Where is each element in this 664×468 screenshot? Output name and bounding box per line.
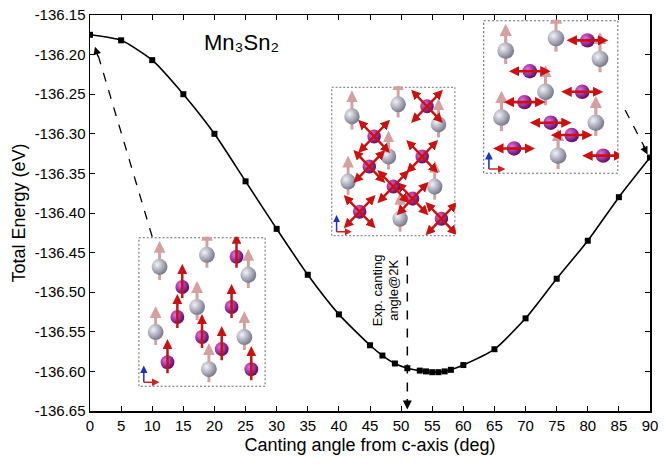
svg-text:Canting angle from c-axis (deg: Canting angle from c-axis (deg) <box>244 435 495 455</box>
svg-text:Total Energy (eV): Total Energy (eV) <box>9 143 29 282</box>
svg-text:65: 65 <box>486 417 503 434</box>
svg-text:0: 0 <box>86 417 94 434</box>
svg-text:Mn₃Sn₂: Mn₃Sn₂ <box>204 30 279 55</box>
svg-text:40: 40 <box>331 417 348 434</box>
svg-text:90: 90 <box>642 417 659 434</box>
svg-text:35: 35 <box>299 417 316 434</box>
svg-text:-136.55: -136.55 <box>35 323 86 340</box>
svg-text:75: 75 <box>548 417 565 434</box>
svg-text:50: 50 <box>393 417 410 434</box>
svg-text:-136.60: -136.60 <box>35 363 86 380</box>
svg-text:5: 5 <box>117 417 125 434</box>
svg-text:Exp. cantingangle@2K: Exp. cantingangle@2K <box>370 255 402 327</box>
svg-text:-136.40: -136.40 <box>35 204 86 221</box>
svg-text:-136.35: -136.35 <box>35 165 86 182</box>
svg-text:-136.45: -136.45 <box>35 244 86 261</box>
svg-text:20: 20 <box>206 417 223 434</box>
svg-text:25: 25 <box>237 417 254 434</box>
svg-text:-136.30: -136.30 <box>35 125 86 142</box>
svg-text:30: 30 <box>268 417 285 434</box>
svg-text:-136.25: -136.25 <box>35 85 86 102</box>
svg-text:15: 15 <box>175 417 192 434</box>
svg-text:60: 60 <box>455 417 472 434</box>
svg-text:10: 10 <box>144 417 161 434</box>
svg-text:45: 45 <box>362 417 379 434</box>
svg-text:70: 70 <box>517 417 534 434</box>
svg-text:80: 80 <box>579 417 596 434</box>
svg-text:85: 85 <box>611 417 628 434</box>
svg-text:-136.15: -136.15 <box>35 6 86 23</box>
svg-text:-136.65: -136.65 <box>35 402 86 419</box>
svg-text:-136.20: -136.20 <box>35 46 86 63</box>
svg-text:55: 55 <box>424 417 441 434</box>
svg-text:-136.50: -136.50 <box>35 283 86 300</box>
